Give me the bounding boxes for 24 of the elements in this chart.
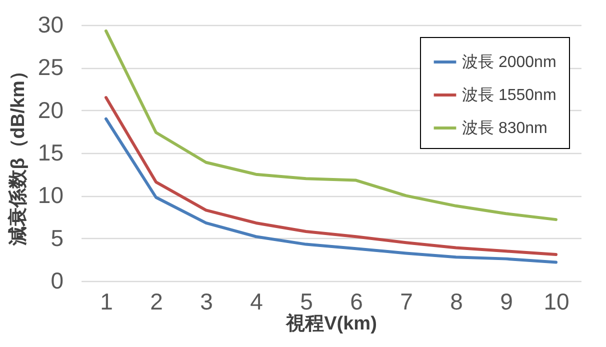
y-tick-label: 10 xyxy=(38,182,64,208)
x-tick-label: 5 xyxy=(300,288,313,314)
legend-label: 波長 830nm xyxy=(462,119,548,137)
x-tick-label: 7 xyxy=(400,288,413,314)
y-tick-label: 5 xyxy=(50,224,64,251)
x-tick-label: 1 xyxy=(100,288,113,314)
x-tick-label: 2 xyxy=(150,288,163,314)
y-axis-title: 減衰係数β（dB/km） xyxy=(6,62,29,246)
x-tick-label: 10 xyxy=(544,288,570,314)
x-tick-label: 4 xyxy=(250,288,264,314)
line-series xyxy=(104,29,558,222)
y-tick-label: 0 xyxy=(50,268,64,294)
x-tick-label: 6 xyxy=(350,288,363,314)
y-tick-label: 15 xyxy=(38,140,64,166)
y-tick-label: 30 xyxy=(38,12,64,38)
y-tick-label: 20 xyxy=(38,96,64,123)
x-tick-label: 3 xyxy=(200,288,213,314)
x-tick-label: 9 xyxy=(500,288,513,314)
x-tick-label: 8 xyxy=(450,288,463,314)
line-series xyxy=(104,117,558,264)
y-tick-label: 25 xyxy=(38,54,64,80)
legend-label: 波長 1550nm xyxy=(462,86,556,104)
x-axis-title: 視程V(km) xyxy=(285,312,377,334)
legend-label: 波長 2000nm xyxy=(462,53,556,71)
